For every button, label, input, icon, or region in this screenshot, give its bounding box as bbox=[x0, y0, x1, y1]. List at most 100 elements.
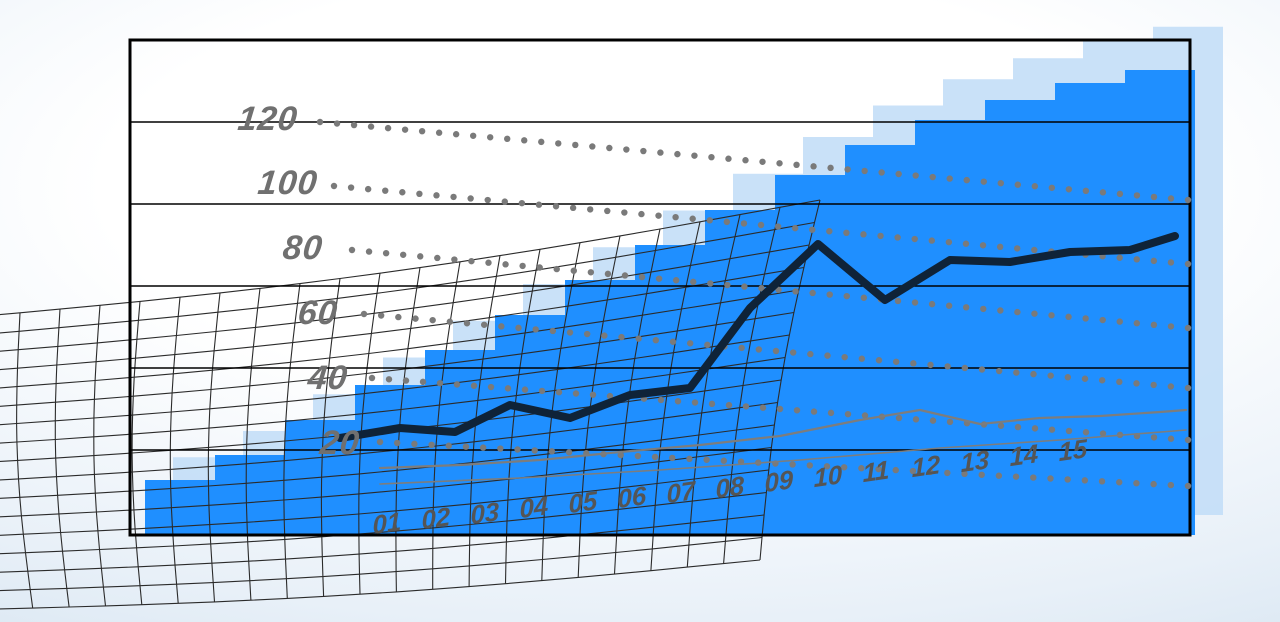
guide-dot bbox=[385, 125, 391, 131]
guide-dot bbox=[623, 146, 629, 152]
guide-dot bbox=[383, 250, 389, 256]
guide-dot bbox=[1134, 256, 1140, 262]
guide-dot bbox=[1047, 372, 1053, 378]
guide-dot bbox=[573, 390, 579, 396]
guide-dot bbox=[1168, 383, 1174, 389]
guide-dot bbox=[703, 457, 709, 463]
guide-dot bbox=[1032, 183, 1038, 189]
guide-dot bbox=[826, 228, 832, 234]
guide-dot bbox=[674, 151, 680, 157]
guide-dot bbox=[412, 315, 418, 321]
guide-dot bbox=[488, 384, 494, 390]
guide-dot bbox=[532, 326, 538, 332]
guide-dot bbox=[656, 275, 662, 281]
guide-dot bbox=[1133, 380, 1139, 386]
guide-dot bbox=[635, 453, 641, 459]
x-axis-label: 08 bbox=[715, 470, 745, 505]
guide-dot bbox=[416, 191, 422, 197]
guide-dot bbox=[588, 269, 594, 275]
guide-dot bbox=[361, 311, 367, 317]
guide-dot bbox=[963, 304, 969, 310]
guide-dot bbox=[1151, 258, 1157, 264]
guide-dot bbox=[708, 154, 714, 160]
guide-dot bbox=[1049, 185, 1055, 191]
guide-dot bbox=[1151, 194, 1157, 200]
guide-dot bbox=[468, 258, 474, 264]
guide-dot bbox=[1015, 182, 1021, 188]
guide-dot bbox=[792, 225, 798, 231]
guide-dot bbox=[1168, 436, 1174, 442]
guide-dot bbox=[878, 169, 884, 175]
guide-dot bbox=[861, 295, 867, 301]
x-axis-label: 05 bbox=[568, 485, 598, 520]
guide-dot bbox=[549, 448, 555, 454]
guide-dot bbox=[590, 392, 596, 398]
guide-dot bbox=[996, 473, 1002, 479]
guide-dot bbox=[434, 255, 440, 261]
guide-dot bbox=[1116, 255, 1122, 261]
guide-dot bbox=[809, 290, 815, 296]
x-axis-label: 04 bbox=[519, 490, 549, 525]
guide-dot bbox=[1168, 259, 1174, 265]
guide-dot bbox=[690, 279, 696, 285]
guide-dot bbox=[485, 197, 491, 203]
guide-dot bbox=[946, 239, 952, 245]
guide-dot bbox=[944, 470, 950, 476]
guide-dot bbox=[1185, 437, 1191, 443]
guide-dot bbox=[692, 399, 698, 405]
guide-dot bbox=[895, 171, 901, 177]
guide-dot bbox=[450, 194, 456, 200]
x-axis-label: 06 bbox=[617, 480, 647, 515]
x-axis-label: 13 bbox=[960, 444, 990, 479]
guide-dot bbox=[707, 217, 713, 223]
guide-dot bbox=[481, 322, 487, 328]
guide-dot bbox=[876, 357, 882, 363]
guide-dot bbox=[979, 366, 985, 372]
x-axis-label: 09 bbox=[764, 464, 794, 499]
guide-dot bbox=[419, 128, 425, 134]
guide-dot bbox=[420, 379, 426, 385]
guide-dot bbox=[794, 407, 800, 413]
guide-dot bbox=[1083, 188, 1089, 194]
guide-dot bbox=[1031, 247, 1037, 253]
guide-dot bbox=[1100, 189, 1106, 195]
guide-dot bbox=[912, 236, 918, 242]
x-axis-label: 15 bbox=[1058, 433, 1088, 468]
guide-dot bbox=[589, 143, 595, 149]
guide-dot bbox=[997, 307, 1003, 313]
guide-dot bbox=[742, 157, 748, 163]
guide-dot bbox=[944, 363, 950, 369]
guide-dot bbox=[554, 266, 560, 272]
guide-dot bbox=[502, 198, 508, 204]
guide-dot bbox=[998, 180, 1004, 186]
guide-dot bbox=[1168, 323, 1174, 329]
guide-dot bbox=[738, 345, 744, 351]
mesh-row bbox=[0, 538, 762, 592]
y-axis-label: 20 bbox=[318, 424, 362, 463]
guide-dot bbox=[669, 455, 675, 461]
guide-dot bbox=[807, 351, 813, 357]
guide-dot bbox=[601, 332, 607, 338]
guide-dot bbox=[741, 220, 747, 226]
guide-dot bbox=[1185, 385, 1191, 391]
guide-dot bbox=[1168, 482, 1174, 488]
guide-dot bbox=[946, 303, 952, 309]
guide-dot bbox=[912, 172, 918, 178]
guide-dot bbox=[622, 272, 628, 278]
guide-dot bbox=[1030, 371, 1036, 377]
guide-dot bbox=[658, 397, 664, 403]
x-axis-label: 14 bbox=[1009, 438, 1039, 473]
guide-dot bbox=[981, 178, 987, 184]
guide-dot bbox=[1014, 245, 1020, 251]
guide-dot bbox=[487, 134, 493, 140]
guide-dot bbox=[1030, 474, 1036, 480]
guide-dot bbox=[877, 233, 883, 239]
guide-dot bbox=[402, 126, 408, 132]
guide-dot bbox=[334, 120, 340, 126]
guide-dot bbox=[605, 271, 611, 277]
guide-dot bbox=[505, 385, 511, 391]
guide-dot bbox=[485, 260, 491, 266]
guide-dot bbox=[1116, 479, 1122, 485]
guide-dot bbox=[1116, 379, 1122, 385]
guide-dot bbox=[587, 206, 593, 212]
